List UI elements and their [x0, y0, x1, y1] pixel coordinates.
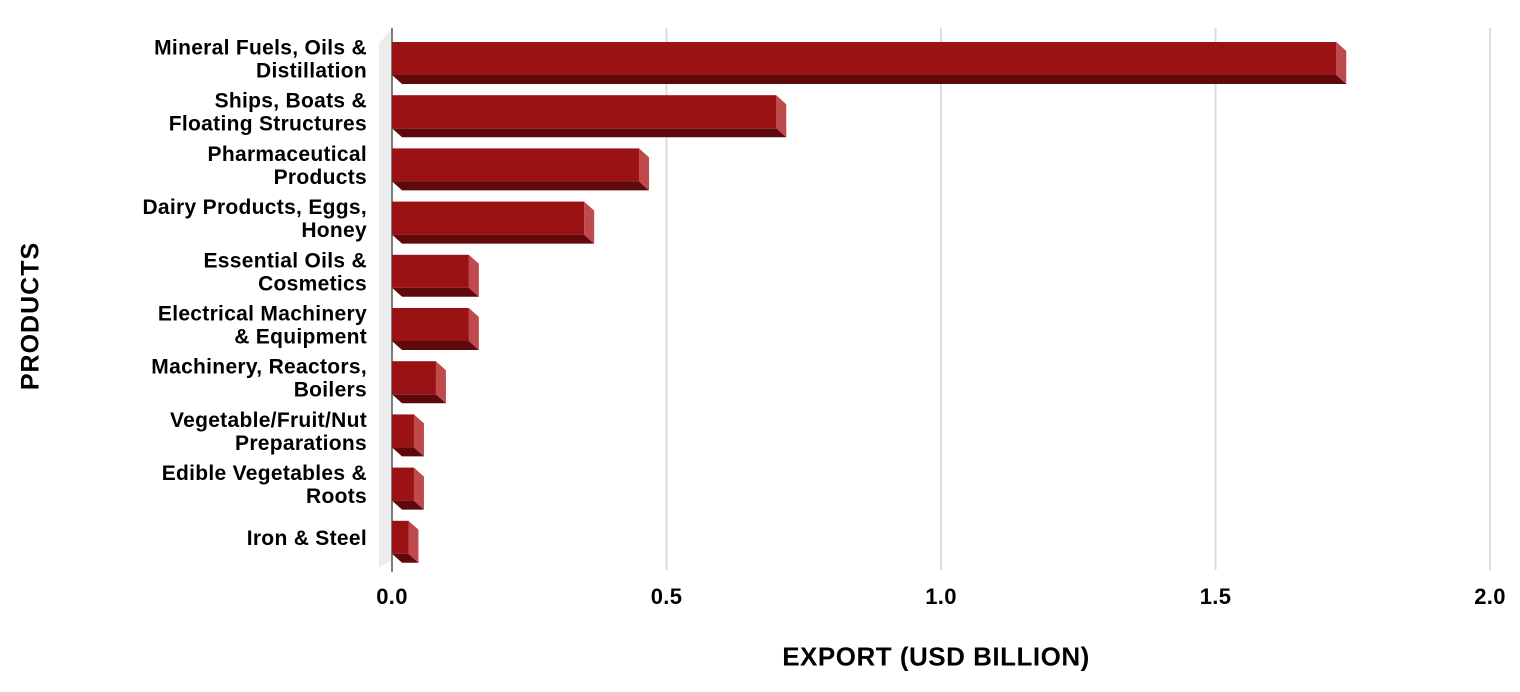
bar-end-face-3 — [584, 201, 595, 244]
x-tick-label-2: 1.0 — [925, 584, 956, 609]
category-label-8: Edible Vegetables & Roots — [162, 462, 367, 508]
bar-5 — [392, 308, 479, 350]
bar-front-face-9 — [392, 520, 409, 554]
bar-9 — [392, 520, 419, 563]
bar-end-face-6 — [435, 361, 446, 404]
bar-end-face-4 — [468, 254, 479, 297]
bar-7 — [392, 414, 424, 457]
x-tick-label-0: 0.0 — [376, 584, 407, 609]
bar-bottom-face-2 — [392, 181, 650, 191]
category-label-3: Dairy Products, Eggs, Honey — [142, 196, 367, 242]
category-label-2: Pharmaceutical Products — [208, 143, 367, 189]
axis-wall — [379, 28, 392, 568]
bar-bottom-face-9 — [392, 553, 419, 563]
x-tick-label-3: 1.5 — [1200, 584, 1231, 609]
bar-front-face-6 — [392, 361, 436, 395]
x-tick-label-1: 0.5 — [651, 584, 682, 609]
bar-1 — [392, 95, 787, 138]
bar-end-face-8 — [413, 467, 424, 510]
bar-8 — [392, 467, 424, 510]
bar-end-face-7 — [413, 414, 424, 457]
bar-bottom-face-8 — [392, 500, 424, 510]
bar-bottom-face-6 — [392, 394, 446, 404]
category-label-9: Iron & Steel — [247, 527, 367, 550]
bar-end-face-2 — [639, 148, 650, 191]
bar-bottom-face-4 — [392, 287, 479, 297]
category-label-4: Essential Oils & Cosmetics — [203, 249, 367, 295]
bar-front-face-8 — [392, 467, 414, 501]
bar-bottom-face-3 — [392, 234, 595, 244]
category-label-7: Vegetable/Fruit/Nut Preparations — [170, 409, 367, 455]
bar-6 — [392, 361, 446, 404]
bar-bottom-face-1 — [392, 128, 787, 138]
bar-end-face-5 — [468, 308, 479, 350]
category-label-1: Ships, Boats & Floating Structures — [169, 90, 367, 136]
bar-3 — [392, 201, 595, 244]
category-label-6: Machinery, Reactors, Boilers — [151, 356, 367, 402]
category-label-layer: Mineral Fuels, Oils & Distillation Ships, … — [142, 37, 367, 550]
axis-wall-layer — [379, 28, 393, 572]
bar-layer — [392, 42, 1347, 563]
gridline-layer — [665, 28, 1491, 570]
category-label-0: Mineral Fuels, Oils & Distillation — [154, 37, 367, 83]
bar-front-face-1 — [392, 95, 777, 129]
bar-bottom-face-5 — [392, 341, 479, 350]
bar-end-face-1 — [776, 95, 787, 138]
bar-0 — [392, 42, 1347, 84]
bar-front-face-3 — [392, 201, 585, 235]
bar-4 — [392, 254, 479, 297]
x-axis-title: EXPORT (USD BILLION) — [782, 641, 1090, 672]
bar-bottom-face-0 — [392, 75, 1347, 84]
bar-bottom-face-7 — [392, 447, 424, 457]
bar-front-face-0 — [392, 42, 1337, 75]
bar-front-face-4 — [392, 254, 469, 288]
x-tick-label-4: 2.0 — [1474, 584, 1505, 609]
bar-2 — [392, 148, 650, 191]
bar-front-face-2 — [392, 148, 640, 182]
bar-end-face-9 — [408, 520, 419, 563]
bar-front-face-5 — [392, 308, 469, 341]
bar-front-face-7 — [392, 414, 414, 448]
tick-label-layer: 0.0 0.5 1.0 1.5 2.0 — [376, 584, 1505, 609]
bar-end-face-0 — [1336, 42, 1347, 84]
category-label-5: Electrical Machinery & Equipment — [158, 303, 367, 349]
